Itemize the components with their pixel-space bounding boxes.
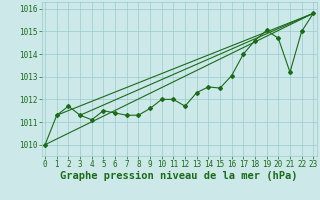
X-axis label: Graphe pression niveau de la mer (hPa): Graphe pression niveau de la mer (hPa) — [60, 171, 298, 181]
